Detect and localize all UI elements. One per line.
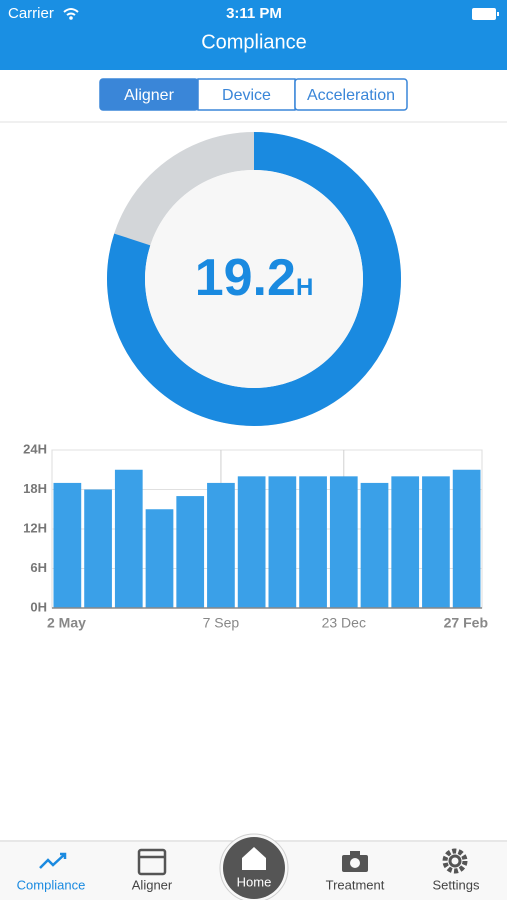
tab-bar-labels: Compliance Aligner Home Treatment Settings — [17, 874, 480, 892]
bar — [84, 489, 112, 608]
donut-value: 19.2H — [195, 249, 314, 307]
y-tick-label: 0H — [30, 599, 47, 614]
time: 3:11 PM — [226, 5, 282, 22]
bar — [176, 496, 205, 608]
donut-center — [145, 170, 363, 388]
settings-icon — [442, 848, 468, 874]
bar — [114, 469, 143, 608]
aligner-icon — [137, 848, 167, 876]
battery-tip — [497, 12, 499, 16]
tab-bar-label[interactable]: Compliance — [17, 877, 86, 892]
bar-chart: 0H 6H 12H 18H 24H 2 May 7 Sep 23 Dec 27 Feb — [23, 441, 488, 630]
bar — [145, 509, 174, 608]
home-icon — [242, 847, 266, 870]
segmented-control: Aligner Device Acceleration — [99, 78, 408, 111]
x-tick-label: 7 Sep — [203, 615, 240, 631]
settings-icon-inner — [448, 854, 462, 868]
header-title: Compliance — [201, 31, 307, 53]
tab-label: Device — [222, 87, 271, 104]
bar — [207, 482, 235, 608]
tab-bar-label[interactable]: Home — [237, 874, 272, 889]
donut-unit: H — [296, 274, 313, 301]
bar — [329, 476, 358, 608]
header-bar — [0, 0, 507, 70]
bar — [268, 476, 297, 608]
donut-arc — [107, 132, 401, 426]
bar — [422, 476, 450, 608]
bar — [391, 476, 420, 608]
bar — [452, 469, 481, 608]
y-tick-label: 24H — [23, 441, 47, 456]
tab-label: Acceleration — [307, 87, 395, 104]
wifi-icon — [63, 8, 79, 16]
battery — [472, 8, 496, 20]
x-tick-label: 23 Dec — [322, 615, 366, 631]
camera-lens — [350, 858, 360, 868]
y-tick-label: 12H — [23, 520, 47, 535]
bar — [53, 482, 82, 608]
camera-icon-top — [350, 851, 360, 856]
tab[interactable] — [294, 78, 408, 111]
tab-bar-label[interactable]: Aligner — [132, 877, 173, 892]
y-tick-label: 18H — [23, 481, 47, 496]
donut-chart: 19.2H — [107, 132, 401, 426]
wifi-dot — [69, 16, 73, 20]
bar — [299, 476, 327, 608]
x-tick-label: 27 Feb — [444, 615, 488, 631]
bar — [360, 482, 389, 608]
tab-label: Aligner — [124, 87, 174, 104]
compliance-icon — [39, 852, 67, 869]
bar — [237, 476, 266, 608]
carrier: Carrier — [8, 5, 54, 22]
tab-bar-label[interactable]: Settings — [433, 877, 480, 892]
donut-number: 19.2 — [195, 249, 296, 307]
x-tick-label: 2 May — [47, 615, 86, 631]
tab-bar-label[interactable]: Treatment — [326, 877, 385, 892]
y-tick-label: 6H — [30, 560, 47, 575]
